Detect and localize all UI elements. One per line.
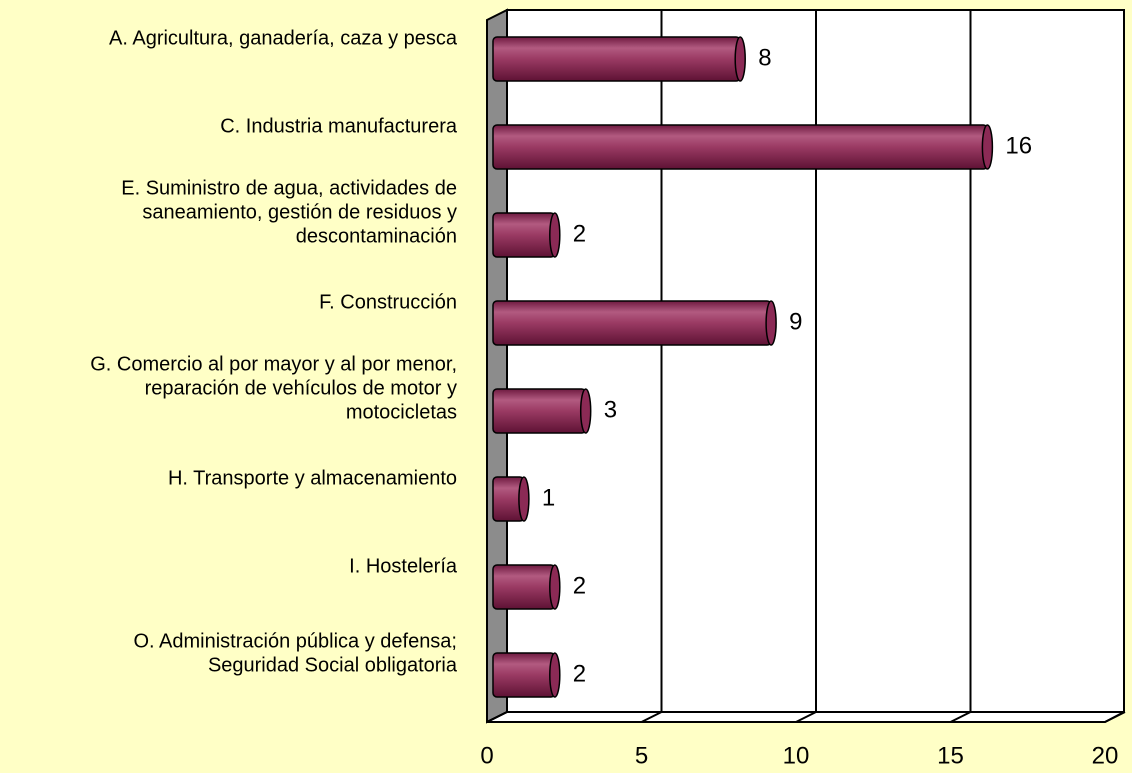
category-label: A. Agricultura, ganadería, caza y pesca bbox=[109, 27, 458, 49]
side-wall bbox=[486, 8, 508, 724]
tick-mark bbox=[795, 711, 817, 723]
value-label: 3 bbox=[604, 396, 617, 423]
category-label: O. Administración pública y defensa; bbox=[133, 630, 457, 652]
value-label: 1 bbox=[542, 484, 555, 511]
bar bbox=[492, 388, 592, 434]
bar bbox=[492, 652, 561, 698]
bar bbox=[492, 212, 561, 258]
value-label: 16 bbox=[1005, 132, 1032, 159]
x-tick-label: 0 bbox=[480, 742, 493, 769]
tick-mark bbox=[950, 711, 971, 723]
category-label: reparación de vehículos de motor y bbox=[145, 377, 457, 399]
value-label: 2 bbox=[573, 572, 586, 599]
x-tick-label: 5 bbox=[635, 742, 648, 769]
category-label: C. Industria manufacturera bbox=[220, 115, 458, 137]
x-tick-label: 15 bbox=[937, 742, 964, 769]
bar bbox=[492, 564, 561, 610]
bar bbox=[492, 124, 994, 170]
category-label: I. Hostelería bbox=[349, 555, 458, 577]
value-label: 9 bbox=[789, 308, 802, 335]
tick-mark bbox=[1104, 711, 1126, 723]
x-tick-label: 20 bbox=[1092, 742, 1119, 769]
category-label: H. Transporte y almacenamiento bbox=[168, 467, 457, 489]
category-label: motocicletas bbox=[346, 401, 457, 423]
category-label: saneamiento, gestión de residuos y bbox=[142, 201, 457, 223]
value-label: 2 bbox=[573, 660, 586, 687]
category-label: F. Construcción bbox=[319, 291, 457, 313]
category-label: E. Suministro de agua, actividades de bbox=[121, 177, 457, 199]
bar bbox=[492, 36, 746, 82]
value-label: 8 bbox=[758, 44, 771, 71]
category-label: descontaminación bbox=[296, 225, 457, 247]
tick-mark bbox=[641, 711, 662, 723]
tick-mark bbox=[486, 711, 508, 723]
value-label: 2 bbox=[573, 220, 586, 247]
bar bbox=[492, 300, 777, 346]
category-label: G. Comercio al por mayor y al por menor, bbox=[90, 353, 457, 375]
x-tick-label: 10 bbox=[783, 742, 810, 769]
bar bbox=[492, 476, 530, 522]
category-label: Seguridad Social obligatoria bbox=[208, 654, 458, 676]
